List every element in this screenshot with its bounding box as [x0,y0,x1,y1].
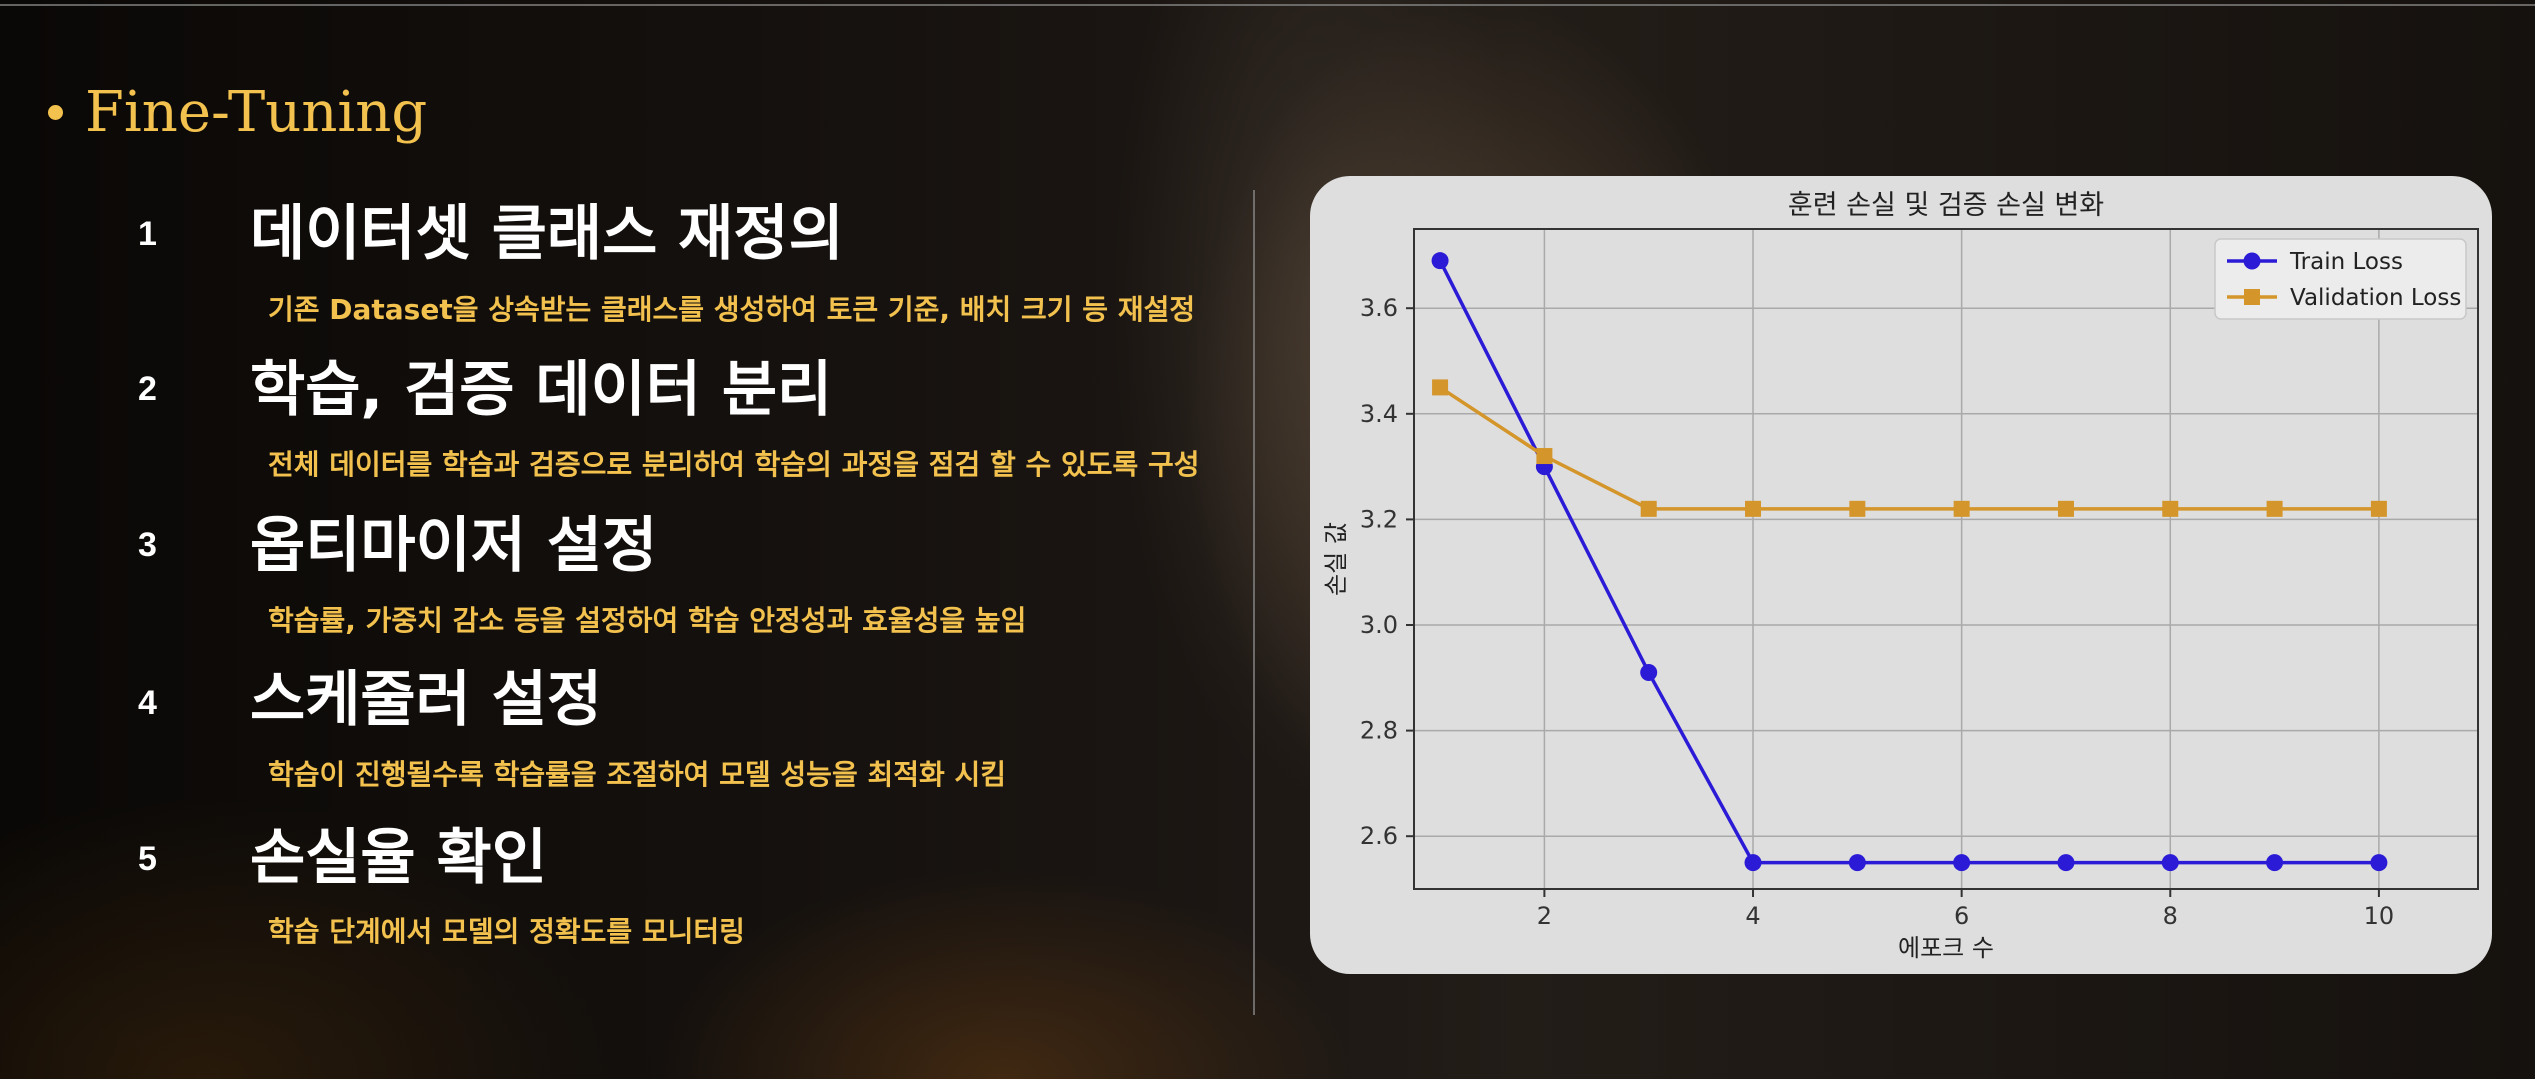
train-loss-point [2266,854,2284,872]
series-line-validation [1439,385,2379,511]
y-tick-label: 2.8 [1360,717,1398,745]
vertical-divider [1253,190,1255,1015]
step-number: 1 [138,215,157,253]
train-loss-point [1431,252,1449,270]
validation-loss-point [2057,500,2074,517]
legend-label: Validation Loss [2290,285,2461,311]
x-tick-label: 8 [2163,902,2178,930]
x-axis-label: 에포크 수 [1898,934,1994,962]
step-title: 옵티마이저 설정 [250,511,658,581]
y-tick-label: 3.2 [1360,505,1398,533]
y-tick-label: 2.6 [1360,822,1398,850]
series-line-train [1438,259,2379,865]
train-loss-point [1744,854,1762,872]
x-tick-label: 4 [1745,902,1760,930]
step-title: 스케줄러 설정 [250,665,603,735]
train-loss-point [1848,854,1866,872]
step-description: 전체 데이터를 학습과 검증으로 분리하여 학습의 과정을 점검 할 수 있도록… [268,448,1200,481]
validation-loss-point [1536,448,1553,465]
validation-loss-point [1953,500,1970,517]
validation-loss-point [1849,500,1866,517]
y-tick-label: 3.0 [1360,611,1398,639]
y-axis-label: 손실 값 [1322,522,1350,596]
x-tick-label: 10 [2364,902,2395,930]
step-title: 손실율 확인 [250,823,547,893]
step-description: 학습이 진행될수록 학습률을 조절하여 모델 성능을 최적화 시킴 [268,758,1006,791]
validation-loss-point [2266,500,2283,517]
loss-chart: 2 4 6 8 10 2.6 2.8 3.0 3.2 3.4 3.6 훈련 손실 및 검증 손실 변화… [1322,190,2479,962]
legend-label: Train Loss [2289,249,2403,275]
x-tick-label: 6 [1954,902,1969,930]
step-number: 3 [138,526,157,564]
plot-frame [1413,228,2479,890]
train-loss-point [2161,854,2179,872]
step-description: 기존 Dataset을 상속받는 클래스를 생성하여 토큰 기준, 배치 크기 … [268,293,1196,326]
step-description: 학습률, 가중치 감소 등을 설정하여 학습 안정성과 효율성을 높임 [268,604,1027,637]
slide-heading-text: Fine-Tuning [85,80,428,145]
legend-box [2214,238,2467,320]
validation-loss-point [2370,500,2387,517]
train-loss-point [2370,854,2388,872]
step-number: 2 [138,370,157,408]
top-divider-line [0,4,2535,6]
slide-heading: Fine-Tuning [48,78,427,148]
legend-marker-square [2244,289,2260,305]
train-loss-point [1953,854,1971,872]
y-tick-label: 3.4 [1360,400,1398,428]
step-description: 학습 단계에서 모델의 정확도를 모니터링 [268,915,745,948]
step-number: 5 [138,840,157,878]
step-title: 데이터셋 클래스 재정의 [250,199,844,269]
validation-loss-point [1640,500,1657,517]
validation-loss-point [1745,500,1762,517]
chart-title: 훈련 손실 및 검증 손실 변화 [1788,190,2104,221]
bullet-dot-icon [48,105,63,120]
legend-marker-circle [2243,252,2261,270]
y-tick-label: 3.6 [1360,294,1398,322]
loss-chart-card: 2 4 6 8 10 2.6 2.8 3.0 3.2 3.4 3.6 훈련 손실 및 검증 손실 변화… [1310,176,2492,974]
step-number: 4 [138,684,157,722]
step-title: 학습, 검증 데이터 분리 [250,355,833,425]
validation-loss-point [1432,379,1449,396]
train-loss-point [2057,854,2075,872]
train-loss-point [1640,664,1658,682]
x-tick-label: 2 [1537,902,1552,930]
validation-loss-point [2162,500,2179,517]
